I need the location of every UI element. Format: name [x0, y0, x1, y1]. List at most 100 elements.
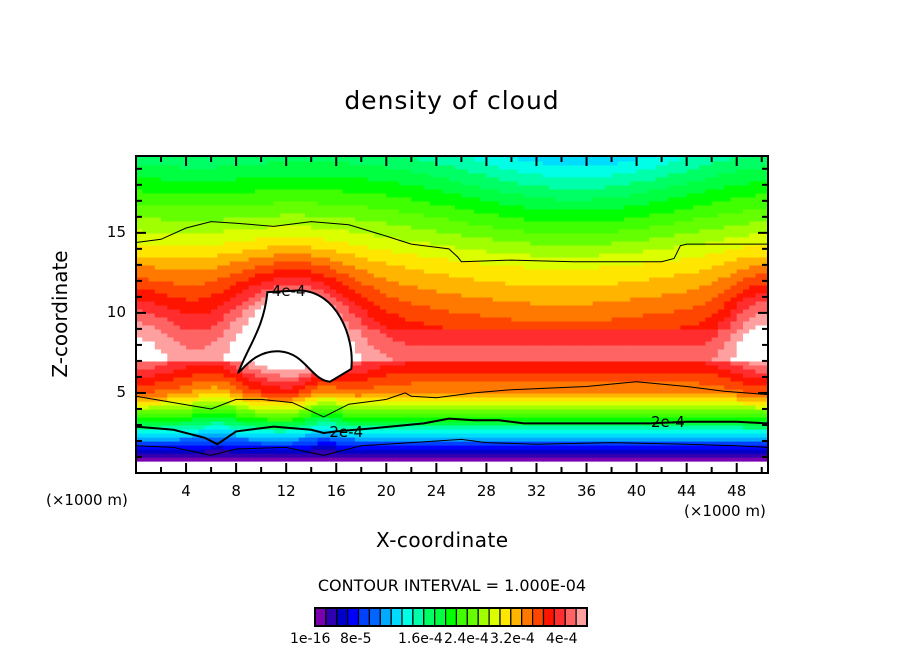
contour-fill-cell [317, 208, 325, 214]
contour-fill-cell [204, 208, 212, 214]
contour-fill-cell [211, 316, 218, 322]
contour-fill-cell [442, 208, 450, 214]
contour-fill-cell [323, 421, 331, 426]
contour-fill-cell [417, 208, 425, 214]
contour-fill-cell [305, 368, 312, 374]
contour-fill-cell [398, 368, 406, 374]
contour-fill-cell [524, 380, 531, 386]
contour-fill-cell [161, 417, 168, 422]
contour-fill-cell [154, 312, 162, 318]
contour-fill-cell [461, 312, 469, 318]
contour-fill-cell [511, 376, 519, 382]
contour-fill-cell [211, 244, 218, 250]
contour-fill-cell [323, 232, 331, 238]
contour-fill-cell [480, 280, 488, 286]
contour-fill-cell [486, 216, 494, 222]
contour-fill-cell [292, 376, 300, 382]
contour-fill-cell [448, 328, 456, 334]
contour-fill-cell [480, 364, 488, 370]
contour-fill-cell [192, 368, 200, 374]
contour-fill-cell [436, 292, 444, 298]
contour-fill-cell [223, 356, 231, 362]
contour-fill-cell [505, 276, 513, 282]
contour-fill-cell [242, 252, 250, 258]
contour-fill-cell [267, 413, 275, 418]
contour-fill-cell [473, 453, 481, 458]
contour-fill-cell [448, 356, 456, 362]
contour-fill-cell [498, 284, 506, 290]
contour-fill-cell [448, 401, 456, 406]
contour-fill-cell [367, 176, 375, 182]
contour-fill-cell [211, 409, 218, 414]
contour-fill-cell [298, 180, 306, 186]
contour-fill-cell [361, 200, 369, 206]
contour-fill-cell [142, 184, 150, 190]
contour-fill-cell [211, 457, 218, 462]
contour-fill-cell [217, 441, 225, 446]
contour-fill-cell [505, 180, 513, 186]
contour-fill-cell [530, 180, 538, 186]
contour-fill-cell [461, 388, 469, 394]
contour-fill-cell [355, 364, 362, 370]
contour-fill-cell [436, 288, 444, 294]
contour-fill-cell [498, 457, 506, 462]
contour-fill-cell [229, 228, 237, 234]
contour-fill-cell [392, 284, 400, 290]
contour-fill-cell [530, 401, 538, 406]
contour-fill-cell [223, 372, 231, 378]
contour-fill-cell [380, 421, 387, 426]
contour-fill-cell [142, 180, 150, 186]
contour-fill-cell [261, 380, 268, 386]
contour-fill-cell [198, 224, 206, 230]
contour-fill-cell [473, 441, 481, 446]
contour-fill-cell [405, 204, 412, 210]
contour-fill-cell [367, 200, 375, 206]
contour-fill-cell [267, 172, 275, 178]
contour-fill-cell [386, 384, 394, 390]
contour-fill-cell [473, 316, 481, 322]
contour-fill-cell [436, 296, 444, 302]
contour-fill-cell [392, 392, 400, 398]
contour-fill-cell [267, 364, 275, 370]
contour-fill-cell [367, 312, 375, 318]
contour-fill-cell [511, 212, 519, 218]
contour-fill-cell [511, 360, 519, 366]
contour-fill-cell [161, 312, 168, 318]
contour-fill-cell [279, 196, 287, 202]
contour-fill-cell [192, 304, 200, 310]
contour-fill-cell [192, 232, 200, 238]
contour-fill-cell [498, 308, 506, 314]
contour-fill-cell [505, 397, 513, 402]
contour-fill-cell [198, 268, 206, 274]
contour-fill-cell [342, 421, 350, 426]
contour-fill-cell [154, 413, 162, 418]
contour-fill-cell [498, 401, 506, 406]
contour-fill-cell [536, 388, 544, 394]
contour-fill-cell [511, 188, 519, 194]
contour-fill-cell [467, 292, 475, 298]
contour-fill-cell [373, 392, 381, 398]
contour-fill-cell [430, 392, 437, 398]
contour-fill-cell [161, 300, 168, 306]
contour-fill-cell [223, 232, 231, 238]
contour-fill-cell [179, 232, 187, 238]
contour-fill-cell [242, 445, 250, 450]
contour-fill-cell [305, 417, 312, 422]
contour-fill-cell [217, 196, 225, 202]
contour-fill-cell [411, 409, 419, 414]
contour-fill-cell [467, 236, 475, 242]
contour-fill-cell [148, 401, 156, 406]
contour-fill-cell [417, 356, 425, 362]
contour-fill-cell [367, 256, 375, 262]
contour-fill-cell [423, 392, 431, 398]
contour-fill-cell [154, 449, 162, 454]
contour-fill-cell [411, 252, 419, 258]
contour-fill-cell [448, 388, 456, 394]
contour-fill-cell [505, 288, 513, 294]
contour-fill-cell [229, 360, 237, 366]
contour-fill-cell [448, 204, 456, 210]
contour-fill-cell [211, 356, 218, 362]
contour-fill-cell [436, 300, 444, 306]
contour-fill-cell [223, 413, 231, 418]
contour-fill-cell [417, 352, 425, 358]
